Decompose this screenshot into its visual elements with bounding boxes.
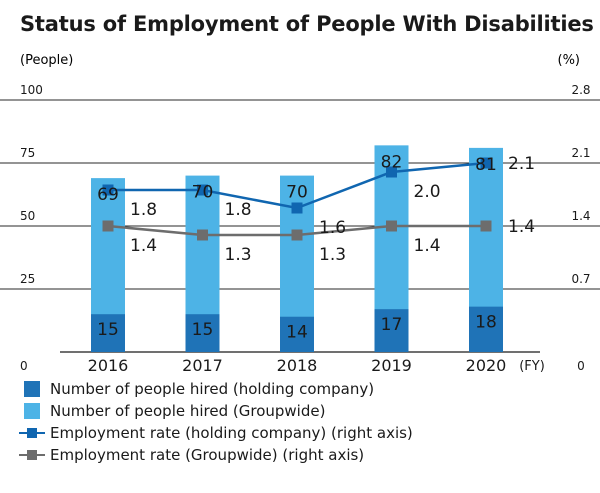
category-label: 2017 xyxy=(182,356,223,375)
bar-value-label-groupwide: 82 xyxy=(381,152,403,172)
line-value-label-groupwide: 1.4 xyxy=(414,236,441,256)
legend-label: Number of people hired (Groupwide) xyxy=(50,402,326,420)
marker-groupwide xyxy=(102,220,114,232)
marker-groupwide xyxy=(480,220,492,232)
line-value-label-groupwide: 1.3 xyxy=(319,245,346,265)
chart-title: Status of Employment of People With Disa… xyxy=(20,12,594,36)
category-label: 2019 xyxy=(371,356,412,375)
left-tick-label: 0 xyxy=(20,359,28,373)
bar-value-label-holding-company: 17 xyxy=(381,315,403,335)
left-tick-label: 100 xyxy=(20,83,43,97)
bar-value-label-groupwide: 70 xyxy=(192,183,214,203)
category-label: 2020 xyxy=(466,356,507,375)
marker-holding-company xyxy=(480,157,492,169)
marker-holding-company xyxy=(102,184,114,196)
right-axis-unit: (%) xyxy=(558,53,581,68)
legend-item: Number of people hired (holding company) xyxy=(24,378,413,400)
line-value-label-holding-company: 2.1 xyxy=(508,154,535,174)
marker-holding-company xyxy=(197,184,208,196)
bar-holding-company xyxy=(374,309,409,352)
line-value-label-holding-company: 2.0 xyxy=(414,182,441,202)
legend-item: Number of people hired (Groupwide) xyxy=(24,400,413,422)
category-label: 2016 xyxy=(88,356,129,375)
marker-holding-company xyxy=(291,202,303,214)
line-value-label-groupwide: 1.4 xyxy=(508,217,535,237)
line-value-label-groupwide: 1.4 xyxy=(130,236,157,256)
marker-groupwide xyxy=(291,229,303,241)
legend-swatch xyxy=(24,403,40,419)
left-tick-label: 50 xyxy=(20,209,35,223)
bar-value-label-holding-company: 18 xyxy=(475,313,497,333)
bar-holding-company xyxy=(91,314,125,352)
marker-groupwide xyxy=(386,220,397,232)
right-tick-label: 2.8 xyxy=(571,83,590,97)
category-label: 2018 xyxy=(277,356,318,375)
legend: Number of people hired (holding company)… xyxy=(19,378,413,466)
line-value-label-holding-company: 1.8 xyxy=(225,200,252,220)
legend-line-swatch xyxy=(19,426,45,440)
bar-value-label-holding-company: 15 xyxy=(192,320,214,340)
right-tick-label: 1.4 xyxy=(571,209,590,223)
bar-holding-company xyxy=(469,306,503,352)
bar-value-label-holding-company: 15 xyxy=(97,320,119,340)
left-tick-label: 75 xyxy=(20,146,35,160)
bar-value-label-groupwide: 70 xyxy=(286,183,308,203)
right-tick-label: 0.7 xyxy=(571,272,590,286)
line-value-label-holding-company: 1.6 xyxy=(319,218,346,238)
bar-value-label-groupwide: 81 xyxy=(475,155,497,175)
bar-holding-company xyxy=(185,314,220,352)
bar-value-label-groupwide: 69 xyxy=(97,185,119,205)
bar-value-label-holding-company: 14 xyxy=(286,323,308,343)
legend-item: Employment rate (holding company) (right… xyxy=(19,422,413,444)
line-value-label-holding-company: 1.8 xyxy=(130,200,157,220)
legend-item: Employment rate (Groupwide) (right axis) xyxy=(19,444,413,466)
x-axis-unit: (FY) xyxy=(519,359,545,374)
left-axis-unit: (People) xyxy=(20,53,73,68)
right-tick-label: 0 xyxy=(577,359,585,373)
legend-swatch xyxy=(24,381,40,397)
bar-holding-company xyxy=(280,316,314,352)
marker-holding-company xyxy=(386,166,397,178)
line-value-label-groupwide: 1.3 xyxy=(225,245,252,265)
marker-groupwide xyxy=(197,229,208,241)
legend-label: Employment rate (Groupwide) (right axis) xyxy=(50,446,365,464)
right-tick-label: 2.1 xyxy=(571,146,590,160)
legend-label: Number of people hired (holding company) xyxy=(50,380,375,398)
left-tick-label: 25 xyxy=(20,272,35,286)
legend-label: Employment rate (holding company) (right… xyxy=(50,424,413,442)
legend-line-swatch xyxy=(19,448,45,462)
